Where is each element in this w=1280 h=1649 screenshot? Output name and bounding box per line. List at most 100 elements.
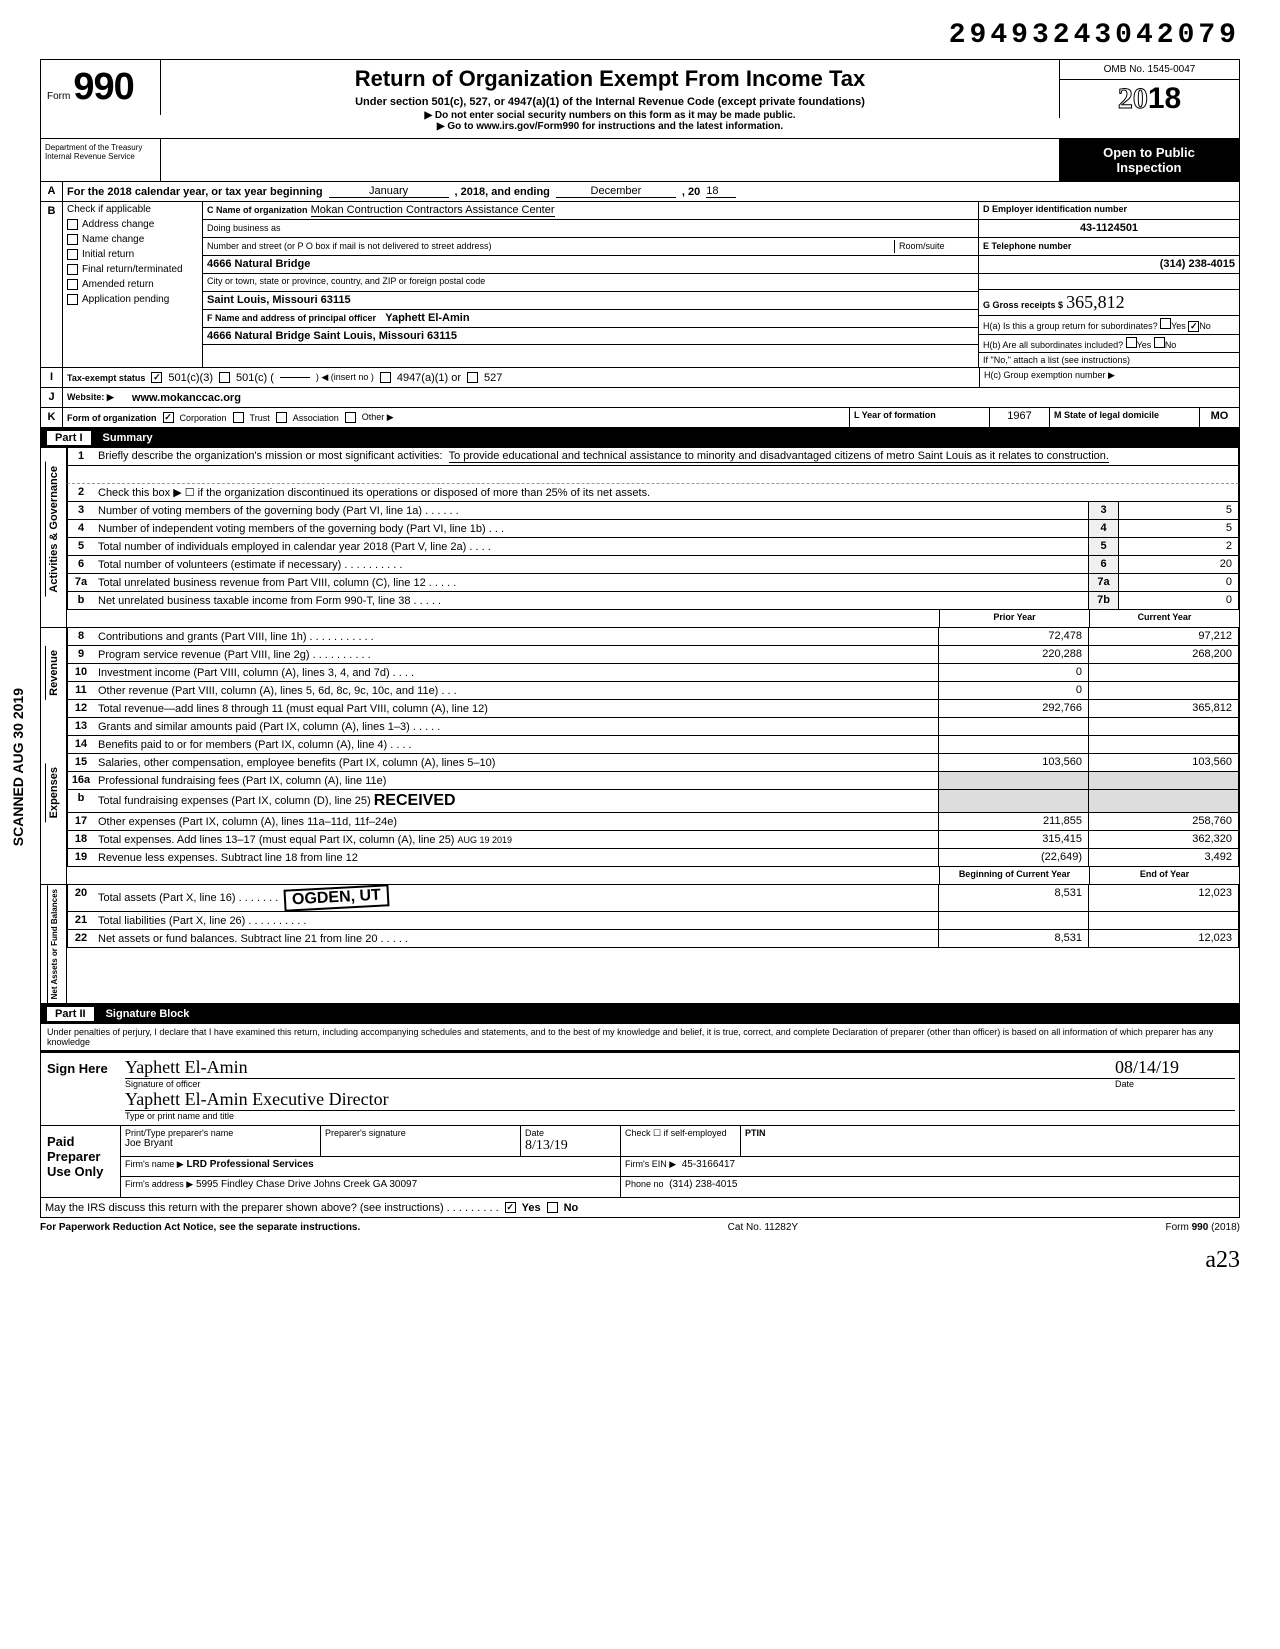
p17[interactable]: 211,855 xyxy=(938,813,1088,830)
officer-signature[interactable]: Yaphett El-Amin xyxy=(125,1057,248,1077)
cb-other[interactable] xyxy=(345,412,356,423)
v4[interactable]: 5 xyxy=(1118,520,1238,537)
l21: Total liabilities (Part X, line 26) . . … xyxy=(94,912,938,929)
p11[interactable]: 0 xyxy=(938,682,1088,699)
firm-lbl: Firm's name ▶ xyxy=(125,1159,184,1169)
discuss-yes[interactable] xyxy=(505,1202,516,1213)
cb-amended[interactable] xyxy=(67,279,78,290)
phone-val[interactable]: (314) 238-4015 xyxy=(979,256,1239,274)
firm-addr[interactable]: 5995 Findley Chase Drive Johns Creek GA … xyxy=(196,1179,417,1190)
c19[interactable]: 3,492 xyxy=(1088,849,1238,866)
officer-title[interactable]: Yaphett El-Amin Executive Director xyxy=(125,1089,389,1110)
line-a-yrlbl: , 20 xyxy=(682,186,700,198)
f-addr[interactable]: 4666 Natural Bridge Saint Louis, Missour… xyxy=(203,328,978,345)
firm-ein[interactable]: 45-3166417 xyxy=(682,1159,735,1170)
cb-527[interactable] xyxy=(467,372,478,383)
end-month[interactable]: December xyxy=(556,185,676,198)
cb-501c[interactable] xyxy=(219,372,230,383)
ha-yes[interactable] xyxy=(1160,318,1171,329)
p8[interactable]: 72,478 xyxy=(938,628,1088,645)
year-formation[interactable]: 1967 xyxy=(989,408,1049,427)
part2-title: Signature Block xyxy=(106,1008,190,1020)
ogden-stamp: OGDEN, UT xyxy=(284,884,390,911)
prep-date[interactable]: 8/13/19 xyxy=(525,1138,616,1154)
e22[interactable]: 12,023 xyxy=(1088,930,1238,947)
b20[interactable]: 8,531 xyxy=(938,885,1088,911)
ein-val[interactable]: 43-1124501 xyxy=(979,220,1239,238)
begin-month[interactable]: January xyxy=(329,185,449,198)
prior-hdr: Prior Year xyxy=(939,610,1089,627)
gross-receipts[interactable]: 365,812 xyxy=(1066,292,1125,312)
p15[interactable]: 103,560 xyxy=(938,754,1088,771)
v5[interactable]: 2 xyxy=(1118,538,1238,555)
addr-lbl: Firm's address ▶ xyxy=(125,1179,193,1189)
cb-lbl-5: Application pending xyxy=(82,294,169,305)
cb-assoc[interactable] xyxy=(276,412,287,423)
subtitle: Under section 501(c), 527, or 4947(a)(1)… xyxy=(171,96,1049,108)
l7b: Net unrelated business taxable income fr… xyxy=(94,592,1088,609)
mission[interactable]: To provide educational and technical ass… xyxy=(449,450,1109,463)
p9[interactable]: 220,288 xyxy=(938,646,1088,663)
part1-label: Part I xyxy=(47,431,91,445)
b22[interactable]: 8,531 xyxy=(938,930,1088,947)
state-domicile[interactable]: MO xyxy=(1199,408,1239,427)
v3[interactable]: 5 xyxy=(1118,502,1238,519)
cb-name-change[interactable] xyxy=(67,234,78,245)
street-val[interactable]: 4666 Natural Bridge xyxy=(203,256,978,274)
city-lbl: City or town, state or province, country… xyxy=(203,274,978,292)
c15[interactable]: 103,560 xyxy=(1088,754,1238,771)
line-a-mid: , 2018, and ending xyxy=(455,186,550,198)
c8[interactable]: 97,212 xyxy=(1088,628,1238,645)
cb-final-return[interactable] xyxy=(67,264,78,275)
v6[interactable]: 20 xyxy=(1118,556,1238,573)
ha-no[interactable] xyxy=(1188,321,1199,332)
cb-501c3[interactable] xyxy=(151,372,162,383)
warning-2: ▶ Go to www.irs.gov/Form990 for instruct… xyxy=(171,121,1049,132)
org-name[interactable]: Mokan Contruction Contractors Assistance… xyxy=(311,204,555,217)
cb-trust[interactable] xyxy=(233,412,244,423)
c10[interactable] xyxy=(1088,664,1238,681)
c11[interactable] xyxy=(1088,682,1238,699)
d-lbl: D Employer identification number xyxy=(983,204,1235,214)
i-lbl: Tax-exempt status xyxy=(67,373,145,383)
j-lbl: Website: ▶ xyxy=(67,392,114,403)
l12: Total revenue—add lines 8 through 11 (mu… xyxy=(94,700,938,717)
prep-name[interactable]: Joe Bryant xyxy=(125,1138,316,1149)
c12[interactable]: 365,812 xyxy=(1088,700,1238,717)
c9[interactable]: 268,200 xyxy=(1088,646,1238,663)
hb-yes[interactable] xyxy=(1126,337,1137,348)
l10: Investment income (Part VIII, column (A)… xyxy=(94,664,938,681)
street-lbl: Number and street (or P O box if mail is… xyxy=(207,241,491,251)
hb-no[interactable] xyxy=(1154,337,1165,348)
cb-4947[interactable] xyxy=(380,372,391,383)
cb-lbl-4: Amended return xyxy=(82,279,154,290)
v7b[interactable]: 0 xyxy=(1118,592,1238,609)
cb-corp[interactable] xyxy=(163,412,174,423)
l19: Revenue less expenses. Subtract line 18 … xyxy=(94,849,938,866)
l14: Benefits paid to or for members (Part IX… xyxy=(94,736,938,753)
end-year[interactable]: 18 xyxy=(706,185,736,198)
city-val[interactable]: Saint Louis, Missouri 63115 xyxy=(203,292,978,310)
sign-here-lbl: Sign Here xyxy=(41,1053,121,1125)
sign-date[interactable]: 08/14/19 xyxy=(1115,1057,1179,1077)
v7a[interactable]: 0 xyxy=(1118,574,1238,591)
p18[interactable]: 315,415 xyxy=(938,831,1088,848)
p10[interactable]: 0 xyxy=(938,664,1088,681)
firm-phone[interactable]: (314) 238-4015 xyxy=(669,1179,737,1190)
form-label: Form xyxy=(47,91,70,102)
cb-app-pending[interactable] xyxy=(67,294,78,305)
f-name[interactable]: Yaphett El-Amin xyxy=(385,312,469,324)
p12[interactable]: 292,766 xyxy=(938,700,1088,717)
cb-initial-return[interactable] xyxy=(67,249,78,260)
e20[interactable]: 12,023 xyxy=(1088,885,1238,911)
website[interactable]: www.mokanccac.org xyxy=(132,392,241,404)
ein-lbl: Firm's EIN ▶ xyxy=(625,1159,676,1169)
cb-address-change[interactable] xyxy=(67,219,78,230)
firm-name[interactable]: LRD Professional Services xyxy=(186,1159,313,1170)
c18[interactable]: 362,320 xyxy=(1088,831,1238,848)
c17[interactable]: 258,760 xyxy=(1088,813,1238,830)
g-lbl: G Gross receipts $ xyxy=(983,300,1063,310)
title-lbl: Type or print name and title xyxy=(125,1111,1235,1121)
p19[interactable]: (22,649) xyxy=(938,849,1088,866)
discuss-no[interactable] xyxy=(547,1202,558,1213)
